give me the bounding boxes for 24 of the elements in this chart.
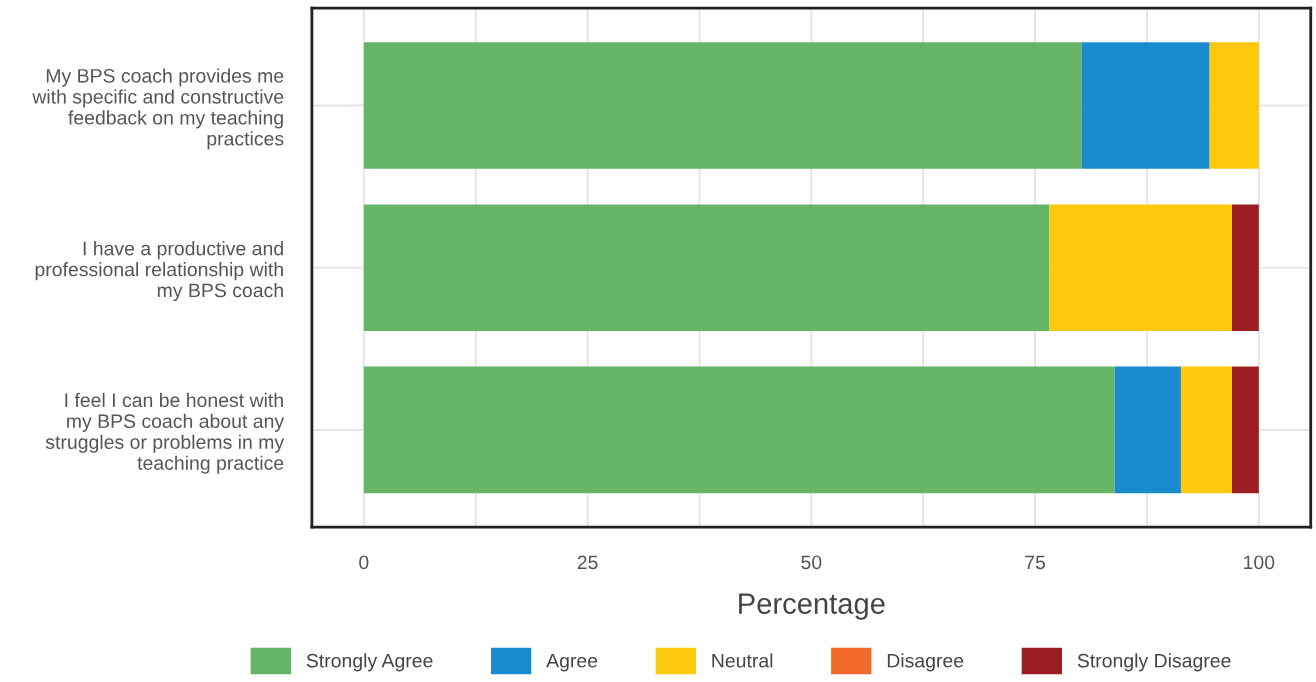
legend-label: Agree <box>546 653 598 672</box>
bar <box>1231 366 1259 494</box>
x-tick-label: 100 <box>1244 555 1275 570</box>
bar <box>1081 42 1210 169</box>
legend-label: Strongly Agree <box>306 653 433 672</box>
bar <box>1049 204 1232 331</box>
bar <box>363 42 1082 169</box>
legend-label: Strongly Disagree <box>1077 653 1231 672</box>
x-axis-title: Percentage <box>739 593 885 620</box>
y-tick-label: I have a productive and professional relationship with my BPS coach <box>35 241 283 302</box>
x-tick-label: 25 <box>577 555 598 570</box>
legend-label: Neutral <box>712 653 773 668</box>
y-tick-label: I feel I can be honest with my BPS coach about any struggles or problems in my teaching practice <box>45 392 285 474</box>
x-tick-label: 0 <box>359 555 369 570</box>
bar <box>363 366 1115 494</box>
bar <box>1180 366 1232 494</box>
bar <box>1209 42 1259 169</box>
x-tick-label: 75 <box>1025 555 1046 570</box>
y-tick-label: My BPS coach provides me with specific and constructive feedback on my teaching practices <box>32 68 284 150</box>
bar <box>1114 366 1181 494</box>
bar <box>363 204 1050 331</box>
bar <box>1231 204 1259 331</box>
legend-label: Disagree <box>887 653 964 672</box>
x-tick-label: 50 <box>801 555 822 570</box>
